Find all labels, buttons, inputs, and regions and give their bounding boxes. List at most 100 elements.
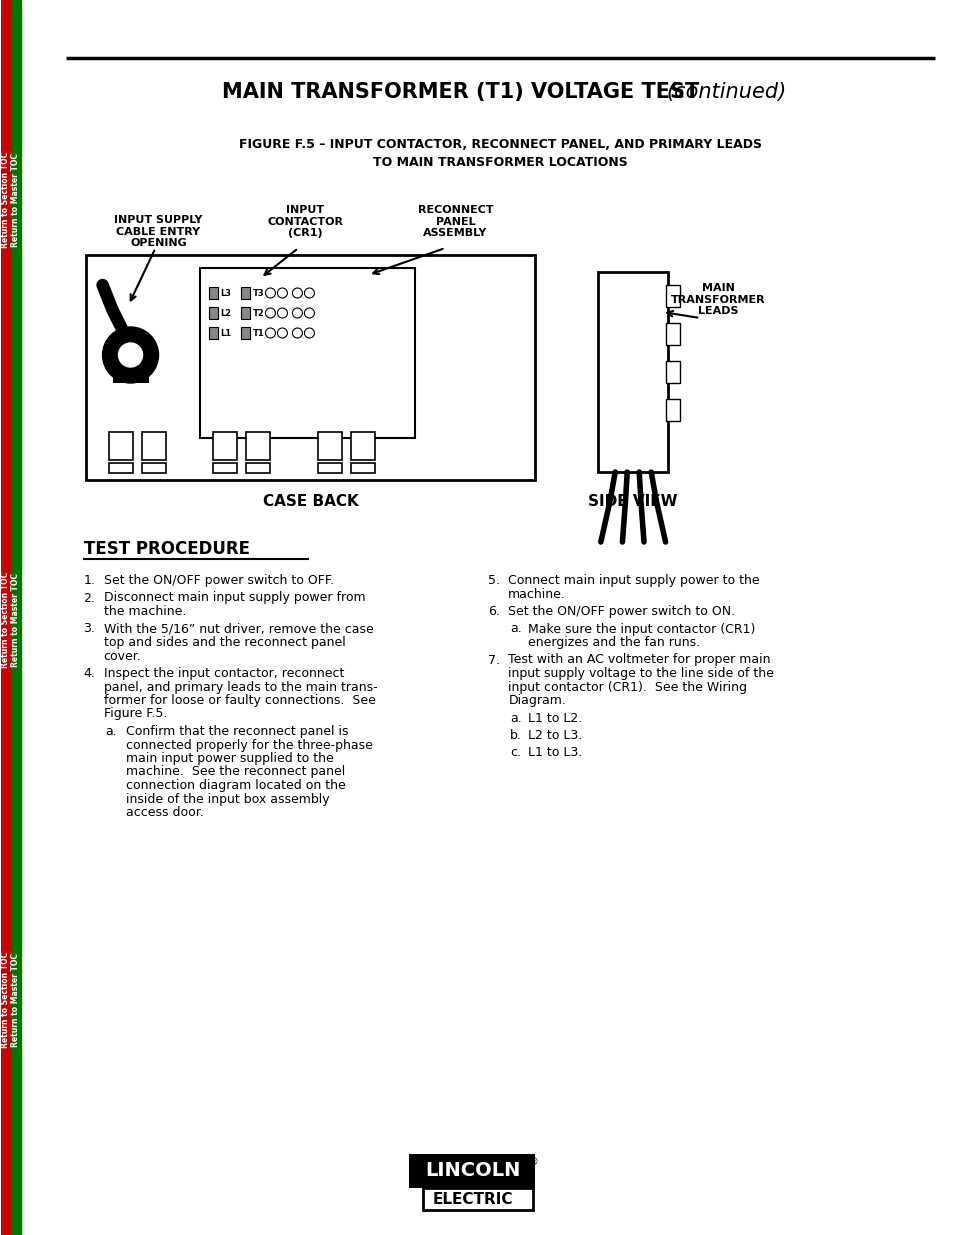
Bar xyxy=(318,432,342,459)
Text: Return to Section TOC: Return to Section TOC xyxy=(1,952,10,1049)
Text: Disconnect main input supply power from: Disconnect main input supply power from xyxy=(104,592,365,604)
Circle shape xyxy=(304,329,314,338)
Text: Make sure the input contactor (CR1): Make sure the input contactor (CR1) xyxy=(528,622,755,636)
Bar xyxy=(241,308,251,319)
Text: T1: T1 xyxy=(253,330,264,338)
Text: Inspect the input contactor, reconnect: Inspect the input contactor, reconnect xyxy=(104,667,344,680)
Bar xyxy=(1,0,10,1235)
Bar xyxy=(213,463,237,473)
Bar xyxy=(665,324,679,345)
Text: L1: L1 xyxy=(220,330,232,338)
Text: machine.  See the reconnect panel: machine. See the reconnect panel xyxy=(126,766,344,778)
Bar xyxy=(112,366,149,383)
Bar xyxy=(241,327,251,338)
Text: connected properly for the three-phase: connected properly for the three-phase xyxy=(126,739,372,752)
Text: LINCOLN: LINCOLN xyxy=(425,1161,520,1181)
Circle shape xyxy=(265,329,275,338)
Text: TO MAIN TRANSFORMER LOCATIONS: TO MAIN TRANSFORMER LOCATIONS xyxy=(373,156,627,168)
Bar xyxy=(200,268,415,438)
Bar xyxy=(141,463,165,473)
Bar xyxy=(210,308,218,319)
Text: 5.: 5. xyxy=(488,574,499,587)
Bar xyxy=(665,285,679,308)
Circle shape xyxy=(293,308,302,317)
Text: the machine.: the machine. xyxy=(104,605,186,618)
Circle shape xyxy=(103,327,158,383)
Text: Connect main input supply power to the: Connect main input supply power to the xyxy=(508,574,760,587)
Text: MAIN TRANSFORMER (T1) VOLTAGE TEST: MAIN TRANSFORMER (T1) VOLTAGE TEST xyxy=(221,82,699,103)
Text: input supply voltage to the line side of the: input supply voltage to the line side of… xyxy=(508,667,773,680)
Text: FIGURE F.5 – INPUT CONTACTOR, RECONNECT PANEL, AND PRIMARY LEADS: FIGURE F.5 – INPUT CONTACTOR, RECONNECT … xyxy=(238,138,761,152)
Bar xyxy=(109,432,132,459)
Text: Confirm that the reconnect panel is: Confirm that the reconnect panel is xyxy=(126,725,348,739)
Bar xyxy=(213,432,237,459)
Text: inside of the input box assembly: inside of the input box assembly xyxy=(126,793,329,805)
Text: machine.: machine. xyxy=(508,588,565,600)
Circle shape xyxy=(293,288,302,298)
Text: Set the ON/OFF power switch to OFF.: Set the ON/OFF power switch to OFF. xyxy=(104,574,334,587)
Text: RECONNECT
PANEL
ASSEMBLY: RECONNECT PANEL ASSEMBLY xyxy=(417,205,493,238)
Circle shape xyxy=(265,308,275,317)
Circle shape xyxy=(277,329,287,338)
Text: a.: a. xyxy=(510,711,521,725)
Circle shape xyxy=(293,329,302,338)
Text: a.: a. xyxy=(106,725,117,739)
Bar xyxy=(409,1153,535,1188)
Text: panel, and primary leads to the main trans-: panel, and primary leads to the main tra… xyxy=(104,680,376,694)
Text: Return to Master TOC: Return to Master TOC xyxy=(11,573,20,667)
Text: 2.: 2. xyxy=(84,592,95,604)
Text: Set the ON/OFF power switch to ON.: Set the ON/OFF power switch to ON. xyxy=(508,605,735,618)
Text: L1 to L3.: L1 to L3. xyxy=(528,746,582,760)
Text: Diagram.: Diagram. xyxy=(508,694,565,706)
Bar xyxy=(210,287,218,299)
Text: connection diagram located on the: connection diagram located on the xyxy=(126,779,345,792)
Text: cover.: cover. xyxy=(104,650,141,662)
Circle shape xyxy=(304,308,314,317)
Circle shape xyxy=(304,288,314,298)
Bar xyxy=(246,463,270,473)
Text: Return to Section TOC: Return to Section TOC xyxy=(1,572,10,668)
Text: main input power supplied to the: main input power supplied to the xyxy=(126,752,333,764)
Text: c.: c. xyxy=(510,746,520,760)
Text: Return to Section TOC: Return to Section TOC xyxy=(1,152,10,248)
Bar xyxy=(665,361,679,383)
Text: ®: ® xyxy=(528,1157,537,1167)
Text: L1 to L2.: L1 to L2. xyxy=(528,711,582,725)
Text: L3: L3 xyxy=(220,289,232,299)
Circle shape xyxy=(277,308,287,317)
Text: a.: a. xyxy=(510,622,521,636)
Text: energizes and the fan runs.: energizes and the fan runs. xyxy=(528,636,700,650)
Bar xyxy=(351,432,375,459)
Text: 3.: 3. xyxy=(84,622,95,636)
Text: INPUT SUPPLY
CABLE ENTRY
OPENING: INPUT SUPPLY CABLE ENTRY OPENING xyxy=(114,215,203,248)
Bar xyxy=(10,0,21,1235)
Bar xyxy=(423,1188,533,1210)
Text: 4.: 4. xyxy=(84,667,95,680)
Text: L2 to L3.: L2 to L3. xyxy=(528,729,582,742)
Text: Return to Master TOC: Return to Master TOC xyxy=(11,153,20,247)
Text: 1.: 1. xyxy=(84,574,95,587)
Bar xyxy=(109,463,132,473)
Text: Test with an AC voltmeter for proper main: Test with an AC voltmeter for proper mai… xyxy=(508,653,770,667)
Text: Return to Master TOC: Return to Master TOC xyxy=(11,953,20,1047)
Text: (continued): (continued) xyxy=(665,82,785,103)
Circle shape xyxy=(265,288,275,298)
Text: Figure F.5.: Figure F.5. xyxy=(104,708,167,720)
Text: TEST PROCEDURE: TEST PROCEDURE xyxy=(84,540,250,558)
Text: T2: T2 xyxy=(253,310,264,319)
Bar xyxy=(141,432,165,459)
Text: INPUT
CONTACTOR
(CR1): INPUT CONTACTOR (CR1) xyxy=(267,205,343,238)
Bar xyxy=(210,327,218,338)
Text: With the 5/16” nut driver, remove the case: With the 5/16” nut driver, remove the ca… xyxy=(104,622,373,636)
Text: b.: b. xyxy=(510,729,521,742)
Bar xyxy=(351,463,375,473)
Text: SIDE VIEW: SIDE VIEW xyxy=(588,494,678,510)
Text: L2: L2 xyxy=(220,310,232,319)
Text: former for loose or faulty connections.  See: former for loose or faulty connections. … xyxy=(104,694,375,706)
Bar xyxy=(598,272,667,472)
Text: T3: T3 xyxy=(253,289,264,299)
Text: 6.: 6. xyxy=(488,605,499,618)
Bar xyxy=(318,463,342,473)
Text: 7.: 7. xyxy=(488,653,499,667)
Text: MAIN
TRANSFORMER
LEADS: MAIN TRANSFORMER LEADS xyxy=(670,283,764,316)
